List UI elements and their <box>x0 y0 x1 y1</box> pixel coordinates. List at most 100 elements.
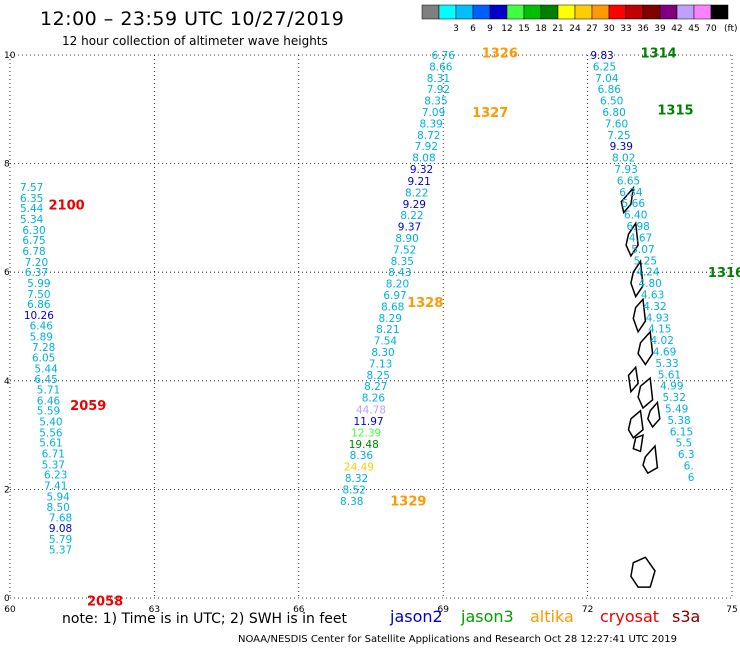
wave-height-value: 7.04 <box>595 73 619 85</box>
wave-height-value: 6.45 <box>34 374 57 386</box>
legend-tick-label: 45 <box>688 24 699 34</box>
legend-tick-label: 18 <box>535 24 547 34</box>
wave-height-value: 5.34 <box>20 214 44 226</box>
track-label: 2059 <box>70 399 106 414</box>
wave-height-value: 5.59 <box>37 406 60 418</box>
wave-height-value: 7.57 <box>20 182 43 194</box>
wave-height-value: 5.49 <box>665 403 688 415</box>
islands <box>620 185 661 588</box>
x-tick-label: 72 <box>582 605 593 615</box>
track-label: 1315 <box>657 103 693 118</box>
wave-height-value: 6.35 <box>20 193 43 205</box>
wave-height-value: 8.21 <box>376 324 399 336</box>
wave-height-value: 9.21 <box>407 176 430 188</box>
wave-height-value: 6.46 <box>30 320 54 332</box>
y-tick-label: 8 <box>4 160 10 170</box>
y-tick-label: 0 <box>4 594 10 604</box>
wave-height-value: 7.13 <box>369 358 392 370</box>
wave-height-value: 8.38 <box>340 496 363 508</box>
legend-swatch <box>523 4 542 20</box>
wave-height-value: 7.60 <box>605 118 628 130</box>
wave-height-value: 9.83 <box>590 50 613 62</box>
legend-swatch <box>506 4 525 20</box>
wave-height-value: 5.94 <box>46 491 70 503</box>
wave-height-value: 44.78 <box>356 405 386 417</box>
legend-swatch <box>676 4 695 20</box>
track-label: 1327 <box>472 106 508 121</box>
x-tick-label: 69 <box>437 605 449 615</box>
wave-height-value: 11.97 <box>354 416 384 428</box>
island-outline <box>630 556 656 588</box>
wave-height-value: 8.08 <box>412 153 435 165</box>
wave-height-value: 6.34 <box>619 187 643 199</box>
track-label: 2100 <box>49 198 85 213</box>
wave-height-value: 6.75 <box>22 235 45 247</box>
wave-height-value: 5.37 <box>49 545 72 557</box>
legend-swatch <box>693 4 712 20</box>
wave-height-value: 6.98 <box>626 221 649 233</box>
wave-height-value: 10.26 <box>24 310 54 322</box>
wave-height-value: 8.35 <box>424 96 447 108</box>
legend-tick-label: 70 <box>705 24 717 34</box>
island-outline <box>637 330 654 366</box>
wave-height-values: 7.576.355.445.346.306.756.787.206.375.99… <box>20 50 695 557</box>
wave-height-value: 5.79 <box>49 534 72 546</box>
wave-height-value: 8.72 <box>417 130 440 142</box>
axis-ticks: 60 63 66 69 72 75 0 2 4 6 8 10 <box>4 51 738 615</box>
legend-tick-label: 36 <box>637 24 649 34</box>
wave-height-value: 6.97 <box>383 290 406 302</box>
footer-note: note: 1) Time is in UTC; 2) SWH is in fe… <box>62 611 348 627</box>
legend-tick-label: 9 <box>487 24 493 34</box>
wave-height-value: 7.50 <box>27 289 50 301</box>
wave-height-value: 4.93 <box>646 312 669 324</box>
x-tick-label: 63 <box>149 605 160 615</box>
wave-height-value: 19.48 <box>349 439 379 451</box>
wave-height-value: 6.71 <box>42 449 65 461</box>
wave-height-value: 8.50 <box>46 502 69 514</box>
legend-tick-label: 27 <box>586 24 597 34</box>
x-tick-label: 75 <box>726 605 737 615</box>
track-label: 1314 <box>641 46 677 61</box>
legend-swatch <box>421 4 440 20</box>
wave-height-value: 6.46 <box>37 395 61 407</box>
wave-height-value: 6.80 <box>602 107 625 119</box>
wave-height-value: 6. <box>684 461 694 473</box>
island-outline <box>632 297 647 334</box>
island-outline <box>632 433 644 453</box>
wave-height-value: 6.05 <box>32 352 55 364</box>
legend-tick-label: 33 <box>620 24 631 34</box>
wave-height-value: 5.61 <box>39 438 62 450</box>
wave-height-value: 8.31 <box>427 73 450 85</box>
wave-height-value: 8.22 <box>405 187 428 199</box>
wave-height-value: 4.15 <box>648 324 671 336</box>
wave-height-value: 6.3 <box>678 449 695 461</box>
legend-swatch <box>455 4 474 20</box>
wave-height-value: 8.52 <box>342 484 365 496</box>
wave-height-value: 5.5 <box>676 438 693 450</box>
wave-height-value: 6.50 <box>600 96 623 108</box>
wave-height-value: 8.68 <box>381 301 404 313</box>
legend-swatch <box>608 4 627 20</box>
wave-height-value: 7.52 <box>393 244 416 256</box>
wave-height-value: 5.61 <box>658 369 681 381</box>
track-label: 2058 <box>87 595 123 610</box>
wave-height-value: 9.32 <box>410 164 433 176</box>
wave-height-value: 5.99 <box>27 278 50 290</box>
wave-height-value: 7.68 <box>49 513 72 525</box>
wave-height-value: 8.36 <box>350 450 374 462</box>
wave-height-value: 4.99 <box>660 381 683 393</box>
wave-height-value: 7.41 <box>44 481 67 493</box>
island-outline <box>627 365 639 394</box>
wave-height-value: 7.20 <box>25 257 48 269</box>
satellite-legend-jason2: jason2 <box>390 607 443 626</box>
map-grid <box>9 54 733 599</box>
legend-swatch <box>642 4 661 20</box>
wave-height-value: 4.69 <box>653 346 676 358</box>
wave-height-value: 8.35 <box>391 256 414 268</box>
wave-height-value: 7.54 <box>374 336 398 348</box>
wave-height-value: 8.90 <box>395 233 418 245</box>
satellite-legend-s3a: s3a <box>672 607 701 626</box>
wave-height-value: 8.27 <box>364 381 387 393</box>
wave-height-value: 4.32 <box>643 301 666 313</box>
wave-height-value: 8.25 <box>367 370 390 382</box>
